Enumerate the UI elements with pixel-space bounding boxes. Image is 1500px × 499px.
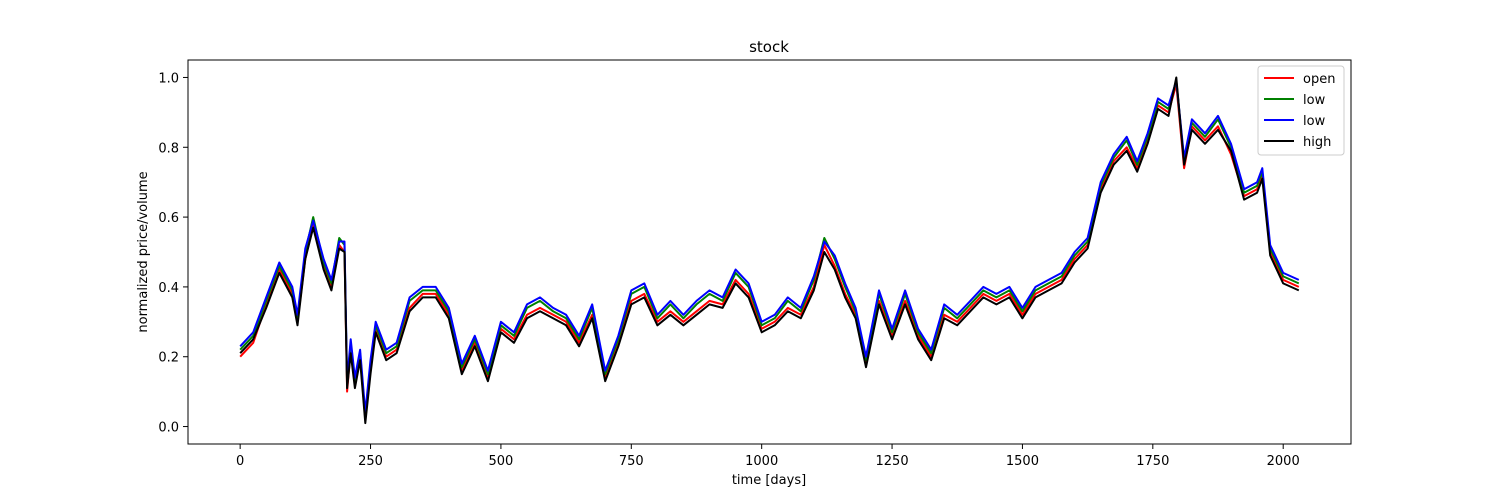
axes-frame: [187, 59, 1352, 445]
legend-label-0: open: [1303, 72, 1335, 87]
x-tick-label: 0: [236, 454, 244, 469]
x-tick-label: 2000: [1267, 454, 1300, 469]
y-tick-label: 0.0: [158, 421, 179, 436]
y-tick-label: 1.0: [158, 71, 179, 86]
y-tick-label: 0.2: [158, 351, 179, 366]
x-tick-label: 1500: [1006, 454, 1039, 469]
y-tick-label: 0.6: [158, 211, 179, 226]
series-line-2-low: [239, 79, 1300, 414]
chart-title: stock: [749, 38, 789, 56]
legend-label-1: low: [1303, 93, 1326, 108]
legend-frame: [1257, 65, 1345, 156]
y-axis-title: normalized price/volume: [136, 171, 151, 332]
x-tick-label: 500: [489, 454, 514, 469]
x-tick-label: 1250: [876, 454, 909, 469]
x-tick-label: 1000: [745, 454, 778, 469]
y-tick-label: 0.8: [158, 141, 179, 156]
plot-area: [239, 76, 1300, 425]
x-axis-title: time [days]: [732, 473, 806, 488]
legend: open low low high: [1257, 65, 1345, 156]
legend-label-3: high: [1303, 135, 1331, 150]
x-tick-label: 750: [619, 454, 644, 469]
series-line-0-open: [239, 83, 1300, 421]
legend-label-2: low: [1303, 114, 1326, 129]
y-axis: 0.0 0.2 0.4 0.6 0.8 1.0: [158, 71, 188, 436]
x-tick-label: 1750: [1136, 454, 1169, 469]
x-tick-label: 250: [358, 454, 383, 469]
x-axis: 0 250 500 750 1000 1250 1500 1750 2000: [236, 444, 1300, 469]
series-line-3-high: [239, 76, 1300, 425]
y-tick-label: 0.4: [158, 281, 179, 296]
series-line-1-low: [239, 79, 1300, 418]
